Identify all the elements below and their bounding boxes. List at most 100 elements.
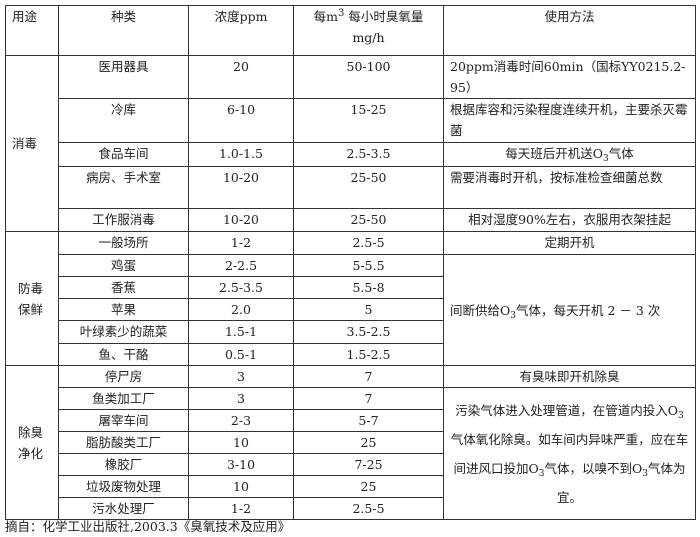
cell-type: 鱼、干酪 [58, 343, 189, 366]
method-text: 气体氧化除臭。如车间内异味严重，应在车间进风口投加O [450, 431, 689, 476]
header-method: 使用方法 [443, 5, 696, 56]
group-disinfect: 消毒 [5, 55, 59, 232]
cell-amount: 7-25 [293, 453, 444, 476]
table-row: 除臭净化 停尸房 3 7 有臭味即开机除臭 [5, 365, 696, 520]
cell-type: 食品车间 [58, 142, 189, 167]
cell-method-merged: 间断供给O3气体，每天开机 2 － 3 次 [443, 254, 696, 366]
cell-method: 定期开机 [443, 231, 696, 255]
method-text: 污染气体进入处理管道，在管道内投入O [455, 402, 678, 418]
cell-method-merged: 污染气体进入处理管道，在管道内投入O3气体氧化除臭。如车间内异味严重，应在车间进… [443, 387, 696, 520]
cell-type: 鱼类加工厂 [58, 387, 189, 410]
cell-conc: 1-2 [188, 231, 294, 255]
cell-type: 污水处理厂 [58, 497, 189, 520]
cell-conc: 0.5-1 [188, 343, 294, 366]
ozone-usage-table: 用途 种类 浓度ppm 每m3 每小时臭氧量 mg/h 使用方法 消毒 医用器具 … [5, 5, 696, 520]
table-row: 消毒 医用器具 20 50-100 20ppm消毒时间60min（国标YY021… [5, 55, 696, 232]
cell-type: 鸡蛋 [58, 254, 189, 277]
method-text: 气体，每天开机 2 － 3 次 [515, 302, 661, 318]
table-row: 苹果 2.0 5 [6, 298, 696, 321]
cell-type: 医用器具 [58, 55, 189, 99]
cell-type: 一般场所 [58, 231, 189, 255]
header-amount: 每m3 每小时臭氧量 mg/h [293, 5, 444, 56]
cell-conc: 1.0-1.5 [188, 142, 294, 167]
method-sub: 3 [678, 410, 684, 421]
table-row: 病房、手术室 10-20 25-50 需要消毒时开机，按标准检查细菌总数 [6, 166, 696, 209]
cell-conc: 1-2 [188, 497, 294, 520]
table-row: 食品车间 1.0-1.5 2.5-3.5 每天班后开机送O3气体 [6, 142, 696, 167]
cell-conc: 2.0 [188, 298, 294, 321]
cell-method: 相对湿度90%左右，衣服用衣架挂起 [443, 208, 696, 232]
cell-conc: 10 [188, 475, 294, 498]
method-sub: 3 [510, 310, 516, 321]
cell-conc: 10 [188, 431, 294, 454]
cell-type: 屠宰车间 [58, 409, 189, 432]
table-row: 冷库 6-10 15-25 根据库容和污染程度连续开机，主要杀灭霉菌 [6, 98, 696, 143]
table-row: 叶绿素少的蔬菜 1.5-1 3.5-2.5 [6, 320, 696, 344]
table-row: 鱼类加工厂 3 7 污染气体进入处理管道，在管道内投入O3气体氧化除臭。如车间内… [6, 387, 696, 520]
cell-type: 冷库 [58, 98, 189, 143]
method-sub: 3 [538, 468, 545, 479]
cell-conc: 2.5-3.5 [188, 276, 294, 299]
cell-type: 橡胶厂 [58, 453, 189, 476]
header-amount-rest: 每小时臭氧量 [348, 9, 424, 24]
table-row: 香蕉 2.5-3.5 5.5-8 [6, 276, 696, 299]
method-text: 气体，以嗅不到O [544, 460, 643, 476]
table-row: 橡胶厂 3-10 7-25 [6, 453, 696, 476]
cell-amount: 15-25 [293, 98, 444, 143]
cell-conc: 3 [188, 365, 294, 388]
cell-conc: 3-10 [188, 453, 294, 476]
cell-conc: 20 [188, 55, 294, 99]
cell-conc: 6-10 [188, 98, 294, 143]
cell-amount: 3.5-2.5 [293, 320, 444, 344]
cell-type: 停尸房 [58, 365, 189, 388]
table-row: 鱼、干酪 0.5-1 1.5-2.5 [6, 343, 696, 366]
cell-amount: 25 [293, 475, 444, 498]
method-sub: 3 [642, 468, 648, 479]
cell-amount: 25-50 [293, 208, 444, 232]
cell-type: 香蕉 [58, 276, 189, 299]
method-text: 间断供给O [450, 302, 511, 318]
cell-conc: 2-2.5 [188, 254, 294, 277]
header-type: 种类 [58, 5, 189, 56]
cell-conc: 10-20 [188, 208, 294, 232]
cell-conc: 10-20 [188, 166, 294, 209]
cell-method: 20ppm消毒时间60min（国标YY0215.2-95） [443, 55, 696, 99]
cell-type: 叶绿素少的蔬菜 [58, 320, 189, 344]
table-row: 工作服消毒 10-20 25-50 相对湿度90%左右，衣服用衣架挂起 [6, 208, 696, 232]
source-footnote: 摘自：化学工业出版社,2003.3《臭氧技术及应用》 [5, 519, 291, 534]
cell-type: 病房、手术室 [58, 166, 189, 209]
cell-type: 工作服消毒 [58, 208, 189, 232]
cell-amount: 2.5-5 [293, 231, 444, 255]
cell-type: 苹果 [58, 298, 189, 321]
cell-method: 每天班后开机送O3气体 [443, 142, 696, 167]
method-text: 气体为宜。 [556, 460, 686, 505]
group-deodorize: 除臭净化 [5, 365, 59, 520]
cell-amount: 2.5-3.5 [293, 142, 444, 167]
method-text: 每天班后开机送O [505, 146, 603, 161]
cell-amount: 50-100 [293, 55, 444, 99]
cell-amount: 7 [293, 387, 444, 410]
cell-conc: 3 [188, 387, 294, 410]
table-row: 污水处理厂 1-2 2.5-5 [6, 497, 696, 520]
header-amount-unit: mg/h [352, 30, 385, 45]
cell-amount: 1.5-2.5 [293, 343, 444, 366]
cell-method: 需要消毒时开机，按标准检查细菌总数 [443, 166, 696, 209]
cell-amount: 5.5-8 [293, 276, 444, 299]
cell-type: 脂肪酸类工厂 [58, 431, 189, 454]
cell-type: 垃圾废物处理 [58, 475, 189, 498]
cell-amount: 2.5-5 [293, 497, 444, 520]
header-row: 用途 种类 浓度ppm 每m3 每小时臭氧量 mg/h 使用方法 [5, 5, 696, 56]
cell-amount: 25-50 [293, 166, 444, 209]
cell-amount: 7 [293, 365, 444, 388]
header-concentration: 浓度ppm [188, 5, 294, 56]
header-amount-prefix: 每m [313, 9, 338, 24]
cell-conc: 1.5-1 [188, 320, 294, 344]
cell-amount: 25 [293, 431, 444, 454]
cell-method: 根据库容和污染程度连续开机，主要杀灭霉菌 [443, 98, 696, 143]
cell-amount: 5-7 [293, 409, 444, 432]
method-sub: 3 [603, 154, 609, 164]
group-preserve: 防毒保鲜 [5, 231, 59, 366]
cell-amount: 5-5.5 [293, 254, 444, 277]
method-text: 气体 [608, 146, 634, 161]
table-row: 防毒保鲜 一般场所 1-2 2.5-5 定期开机 [5, 231, 696, 366]
